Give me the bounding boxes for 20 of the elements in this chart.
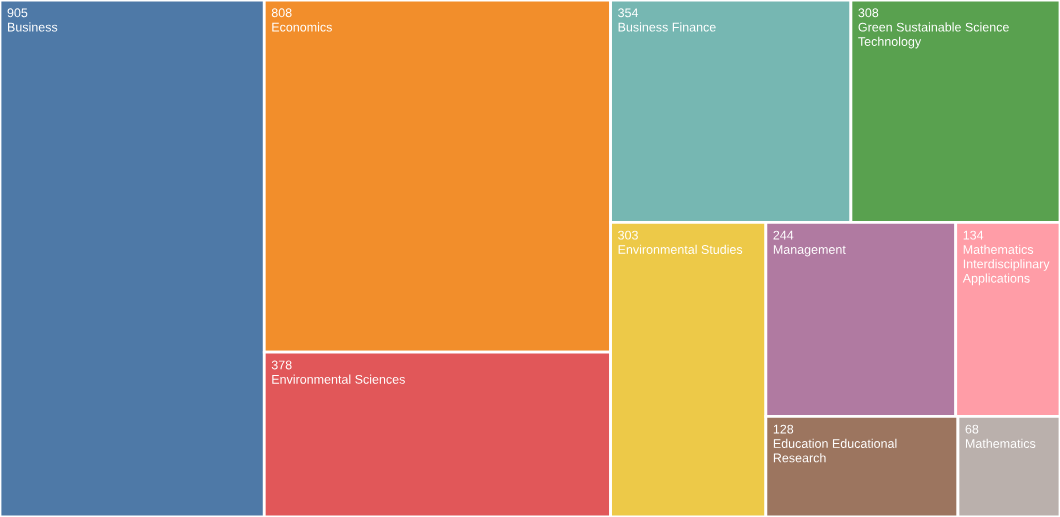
category-label: Education Educational Research <box>773 438 897 463</box>
category-label: Environmental Studies <box>618 244 743 254</box>
data-label: 808 <box>271 8 292 18</box>
category-label: Business <box>8 22 58 32</box>
category-label: Economics <box>272 22 332 32</box>
data-label: 128 <box>773 424 794 434</box>
category-label: Business Finance <box>618 22 716 32</box>
data-label: 378 <box>271 360 292 370</box>
data-label: 308 <box>858 8 879 18</box>
category-label: Mathematics <box>965 438 1036 448</box>
data-label: 134 <box>963 230 984 240</box>
data-label: 303 <box>618 230 638 240</box>
category-label: Management <box>773 245 846 257</box>
data-label: 905 <box>7 8 28 18</box>
category-label: Mathematics Interdisciplinary Applications <box>962 244 1050 286</box>
category-label: Environmental Sciences <box>272 374 405 384</box>
category-label: Green Sustainable Science Technology <box>858 22 1009 49</box>
data-label: 244 <box>773 230 794 240</box>
data-label: 354 <box>618 8 639 18</box>
data-label: 68 <box>965 424 979 434</box>
